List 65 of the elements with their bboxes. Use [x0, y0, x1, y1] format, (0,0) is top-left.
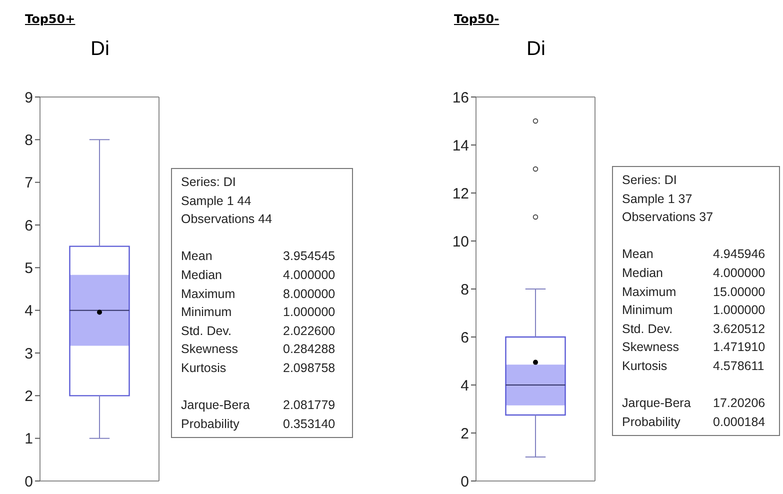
text: 0.353140 — [283, 416, 336, 431]
text: 4.000000 — [283, 268, 336, 282]
text: 2.098758 — [283, 361, 336, 375]
text: 2.081779 — [283, 398, 336, 412]
text: Series: DI — [622, 173, 677, 187]
text: Series: DI — [181, 175, 236, 189]
y-tick-label: 9 — [24, 89, 33, 106]
text: Sample 1 37 — [622, 192, 692, 206]
text: 3.954545 — [283, 249, 336, 264]
chart-title: Top50+ — [25, 12, 76, 26]
text: Probability — [622, 414, 680, 429]
text: Median — [181, 268, 222, 282]
text: 15.00000 — [713, 284, 766, 299]
text: Minimum — [622, 303, 673, 318]
y-tick-label: 5 — [24, 260, 33, 277]
text: Median — [622, 266, 663, 280]
text: 1.000000 — [283, 305, 336, 320]
text: 0.284288 — [283, 342, 336, 356]
text: 2.022600 — [283, 324, 336, 338]
text: 17.20206 — [713, 396, 766, 410]
y-tick-label: 4 — [24, 302, 33, 320]
y-tick-label: 3 — [24, 345, 33, 362]
text: Mean — [181, 249, 212, 264]
text: Maximum — [181, 286, 236, 301]
y-tick-label: 6 — [460, 329, 469, 346]
text: Skewness — [181, 342, 238, 356]
text: Kurtosis — [181, 361, 226, 375]
text: 4.578611 — [713, 359, 764, 373]
text: Sample 1 44 — [181, 194, 252, 208]
y-tick-label: 8 — [24, 132, 33, 149]
y-tick-label: 1 — [24, 430, 33, 448]
y-tick-label: 2 — [460, 425, 469, 442]
text: Minimum — [181, 305, 232, 320]
text: Kurtosis — [622, 359, 668, 373]
text: 4.000000 — [713, 266, 766, 280]
y-tick-label: 8 — [460, 281, 469, 298]
text: Std. Dev. — [622, 322, 672, 336]
y-tick-label: 14 — [452, 137, 469, 154]
y-tick-label: 16 — [452, 89, 469, 106]
text: Observations 44 — [181, 212, 272, 226]
y-tick-label: 10 — [452, 233, 469, 250]
chart-title: Top50- — [454, 12, 500, 26]
text: Jarque-Bera — [181, 398, 250, 412]
y-tick-label: 7 — [24, 174, 33, 192]
y-tick-label: 4 — [460, 377, 469, 394]
text: Std. Dev. — [181, 324, 232, 338]
y-tick-label: 0 — [24, 473, 33, 490]
text: 8.000000 — [283, 286, 336, 301]
text: Jarque-Bera — [622, 396, 691, 410]
y-tick-label: 2 — [24, 388, 33, 405]
y-tick-label: 0 — [460, 473, 469, 490]
chart-subtitle: Di — [526, 38, 546, 61]
chart-subtitle: Di — [90, 38, 110, 61]
text: Skewness — [622, 340, 679, 354]
text: 4.945946 — [713, 247, 766, 262]
text: Maximum — [622, 284, 676, 299]
text: Mean — [622, 247, 654, 262]
y-tick-label: 6 — [24, 217, 33, 234]
text: 3.620512 — [713, 322, 766, 336]
text: 1.000000 — [713, 303, 766, 318]
text: Observations 37 — [622, 210, 714, 224]
text: 0.000184 — [713, 414, 766, 429]
y-tick-label: 12 — [452, 185, 469, 202]
text: 1.471910 — [713, 340, 766, 354]
text: Probability — [181, 416, 240, 431]
